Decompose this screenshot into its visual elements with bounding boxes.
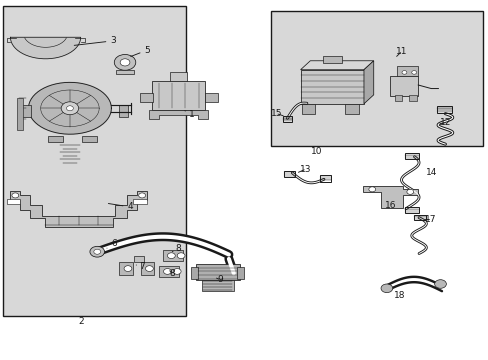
Polygon shape <box>10 37 81 59</box>
Bar <box>190 267 198 279</box>
Bar <box>133 199 147 204</box>
Bar <box>320 175 330 182</box>
Polygon shape <box>28 82 111 134</box>
Text: 12: 12 <box>439 118 450 127</box>
Circle shape <box>167 253 175 258</box>
Bar <box>237 267 244 279</box>
Text: 9: 9 <box>216 275 223 284</box>
Text: 10: 10 <box>310 147 322 156</box>
Bar <box>140 93 153 102</box>
Bar <box>405 153 418 159</box>
Text: 11: 11 <box>395 47 407 57</box>
Polygon shape <box>300 61 373 70</box>
Bar <box>413 215 426 220</box>
Text: 6: 6 <box>107 239 117 248</box>
Bar <box>396 66 417 76</box>
Bar <box>6 199 20 204</box>
Bar <box>134 256 143 262</box>
Bar <box>202 280 233 291</box>
Text: 7: 7 <box>136 262 144 271</box>
Circle shape <box>411 71 416 74</box>
Bar <box>48 136 62 142</box>
Bar <box>408 95 416 101</box>
Circle shape <box>90 246 104 257</box>
Text: 13: 13 <box>298 165 310 174</box>
Polygon shape <box>362 186 417 208</box>
Text: 3: 3 <box>74 36 116 45</box>
Bar <box>301 104 315 114</box>
Bar <box>152 81 205 110</box>
Text: 17: 17 <box>424 215 436 224</box>
Bar <box>345 104 358 114</box>
Bar <box>282 116 292 122</box>
Circle shape <box>368 187 375 192</box>
Circle shape <box>145 266 153 271</box>
Circle shape <box>124 266 132 271</box>
Text: 2: 2 <box>78 317 84 326</box>
Bar <box>394 95 402 101</box>
Bar <box>158 266 179 277</box>
Bar <box>21 105 31 117</box>
Circle shape <box>163 269 171 274</box>
Text: 14: 14 <box>425 168 437 177</box>
Text: 4: 4 <box>108 202 132 211</box>
Circle shape <box>380 284 392 293</box>
Bar <box>405 207 418 213</box>
Bar <box>322 56 341 63</box>
Text: 8: 8 <box>172 244 181 253</box>
Bar <box>119 262 133 275</box>
Bar <box>169 72 187 81</box>
Bar <box>82 136 97 142</box>
Circle shape <box>139 193 145 198</box>
Circle shape <box>177 253 184 258</box>
FancyBboxPatch shape <box>3 6 185 316</box>
Polygon shape <box>10 191 147 226</box>
Circle shape <box>434 280 446 288</box>
Polygon shape <box>116 70 134 74</box>
Circle shape <box>401 71 406 74</box>
Bar <box>389 76 417 96</box>
Bar <box>141 262 154 275</box>
Polygon shape <box>149 110 207 119</box>
Bar <box>436 106 451 113</box>
Circle shape <box>114 54 136 70</box>
Bar <box>300 70 363 104</box>
Bar <box>119 105 128 117</box>
Bar <box>205 93 217 102</box>
Bar <box>17 98 23 130</box>
Circle shape <box>173 269 181 274</box>
Text: 1: 1 <box>184 110 195 119</box>
Circle shape <box>120 59 130 66</box>
Bar <box>195 264 239 280</box>
Circle shape <box>66 106 73 111</box>
Bar <box>162 250 183 261</box>
Bar <box>284 171 295 177</box>
Text: 18: 18 <box>393 291 405 300</box>
FancyBboxPatch shape <box>271 12 483 146</box>
Circle shape <box>94 249 101 254</box>
Text: 16: 16 <box>384 201 396 210</box>
Circle shape <box>61 102 79 115</box>
Circle shape <box>406 189 413 194</box>
Text: 8: 8 <box>169 269 175 278</box>
Text: 15: 15 <box>270 109 283 118</box>
Polygon shape <box>363 61 373 104</box>
Circle shape <box>12 193 19 198</box>
Text: 5: 5 <box>130 46 149 57</box>
